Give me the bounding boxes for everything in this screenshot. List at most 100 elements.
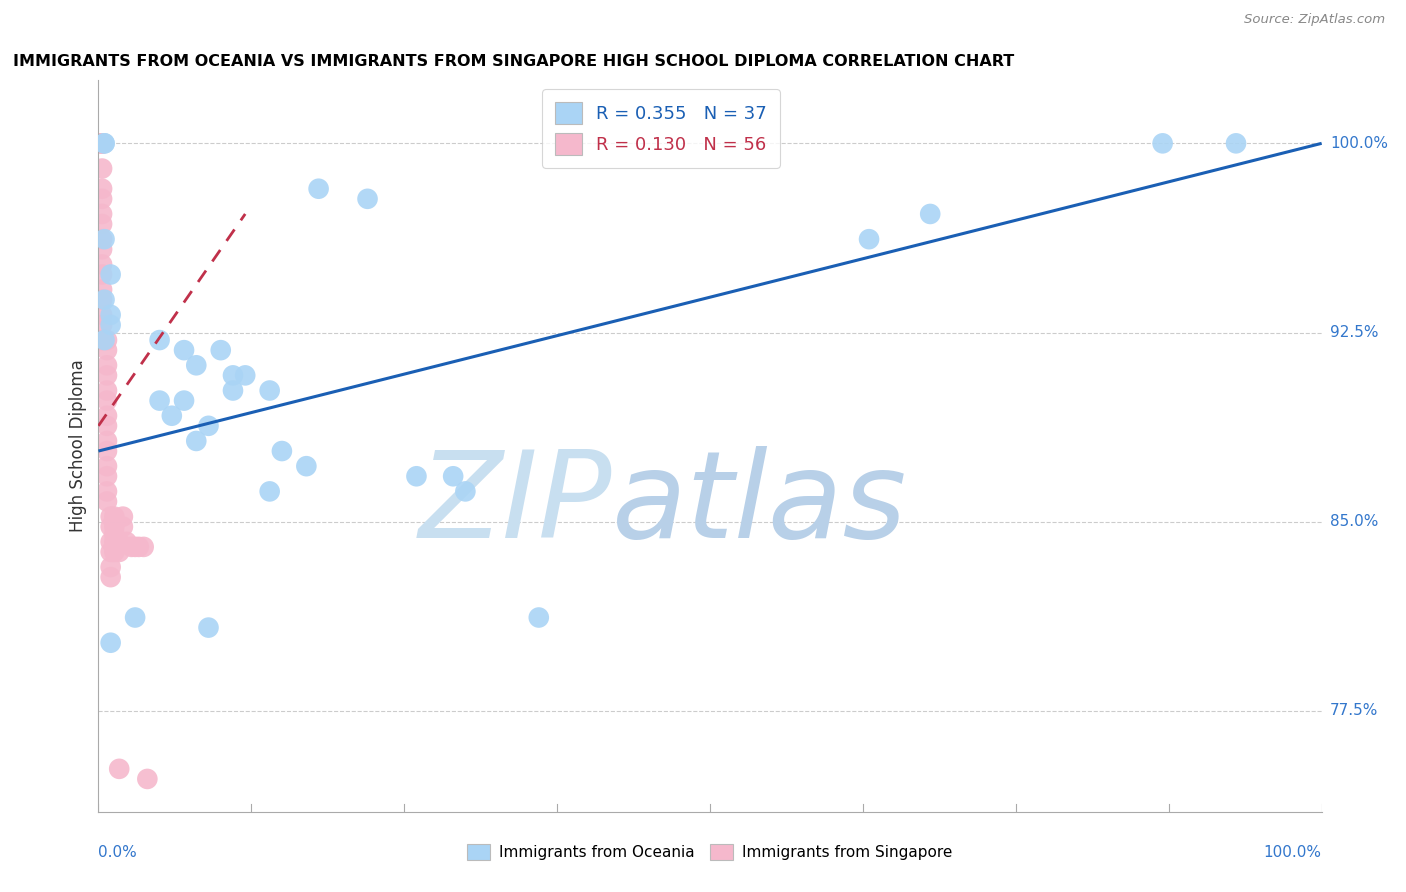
Point (111, 519, 134, 533)
Point (222, 384, 245, 398)
Point (124, 540, 146, 554)
Text: 85.0%: 85.0% (1330, 514, 1378, 529)
Point (91, 161, 114, 176)
Point (149, 333, 172, 347)
Text: 92.5%: 92.5% (1330, 325, 1378, 340)
Text: Source: ZipAtlas.com: Source: ZipAtlas.com (1244, 13, 1385, 27)
Point (93, 136, 115, 151)
Point (91, 283, 114, 297)
Point (96, 409, 118, 423)
Point (100, 268, 122, 282)
Point (96, 444, 118, 458)
Point (100, 509, 122, 524)
Point (920, 207, 942, 221)
Point (149, 393, 172, 408)
Point (441, 469, 464, 483)
Point (91, 293, 114, 307)
Point (91, 232, 114, 246)
Point (1152, 136, 1174, 151)
Point (295, 459, 318, 474)
Point (96, 459, 118, 474)
Point (96, 484, 118, 499)
Text: 100.0%: 100.0% (1264, 845, 1322, 860)
Point (96, 418, 118, 433)
Point (454, 484, 477, 499)
Point (100, 534, 122, 549)
Point (103, 545, 125, 559)
Point (91, 318, 114, 332)
Point (91, 136, 114, 151)
Point (91, 268, 114, 282)
Point (160, 409, 183, 423)
Point (91, 136, 114, 151)
Point (173, 393, 195, 408)
Point (91, 136, 114, 151)
Point (259, 384, 281, 398)
Point (108, 534, 131, 549)
Point (259, 484, 281, 499)
Point (111, 509, 134, 524)
Point (120, 540, 142, 554)
Point (115, 534, 138, 549)
Point (93, 333, 115, 347)
Point (108, 545, 131, 559)
Point (858, 232, 880, 246)
Text: ZIP: ZIP (419, 446, 612, 563)
Point (91, 257, 114, 271)
Point (100, 545, 122, 559)
Point (124, 610, 146, 624)
Point (96, 359, 118, 373)
Legend: Immigrants from Oceania, Immigrants from Singapore: Immigrants from Oceania, Immigrants from… (461, 838, 959, 866)
Point (96, 384, 118, 398)
Point (91, 192, 114, 206)
Point (93, 232, 115, 246)
Point (96, 469, 118, 483)
Point (91, 217, 114, 231)
Point (96, 343, 118, 358)
Point (96, 368, 118, 383)
Point (96, 434, 118, 448)
Point (93, 136, 115, 151)
Point (1225, 136, 1247, 151)
Point (108, 762, 131, 776)
Point (100, 519, 122, 533)
Point (186, 434, 208, 448)
Point (103, 509, 125, 524)
Point (128, 540, 150, 554)
Point (197, 418, 219, 433)
Point (173, 343, 195, 358)
Point (132, 540, 155, 554)
Point (197, 621, 219, 635)
Point (96, 393, 118, 408)
Point (91, 136, 114, 151)
Point (91, 242, 114, 256)
Point (91, 182, 114, 196)
Point (527, 610, 550, 624)
Point (91, 333, 114, 347)
Point (100, 318, 122, 332)
Point (136, 772, 159, 786)
Point (93, 293, 115, 307)
Point (308, 182, 330, 196)
Point (100, 560, 122, 574)
Point (405, 469, 427, 483)
Point (96, 494, 118, 508)
Point (100, 636, 122, 650)
Point (103, 527, 125, 541)
Point (356, 192, 378, 206)
Text: IMMIGRANTS FROM OCEANIA VS IMMIGRANTS FROM SINGAPORE HIGH SCHOOL DIPLOMA CORRELA: IMMIGRANTS FROM OCEANIA VS IMMIGRANTS FR… (13, 54, 1014, 70)
Point (186, 359, 208, 373)
Point (209, 343, 232, 358)
Point (103, 519, 125, 533)
Point (270, 444, 294, 458)
Text: atlas: atlas (612, 446, 907, 563)
Point (96, 333, 118, 347)
Point (103, 534, 125, 549)
Point (91, 207, 114, 221)
Point (233, 368, 256, 383)
Text: 77.5%: 77.5% (1330, 703, 1378, 718)
Point (91, 136, 114, 151)
Point (100, 570, 122, 584)
Point (222, 368, 245, 383)
Text: 0.0%: 0.0% (98, 845, 138, 860)
